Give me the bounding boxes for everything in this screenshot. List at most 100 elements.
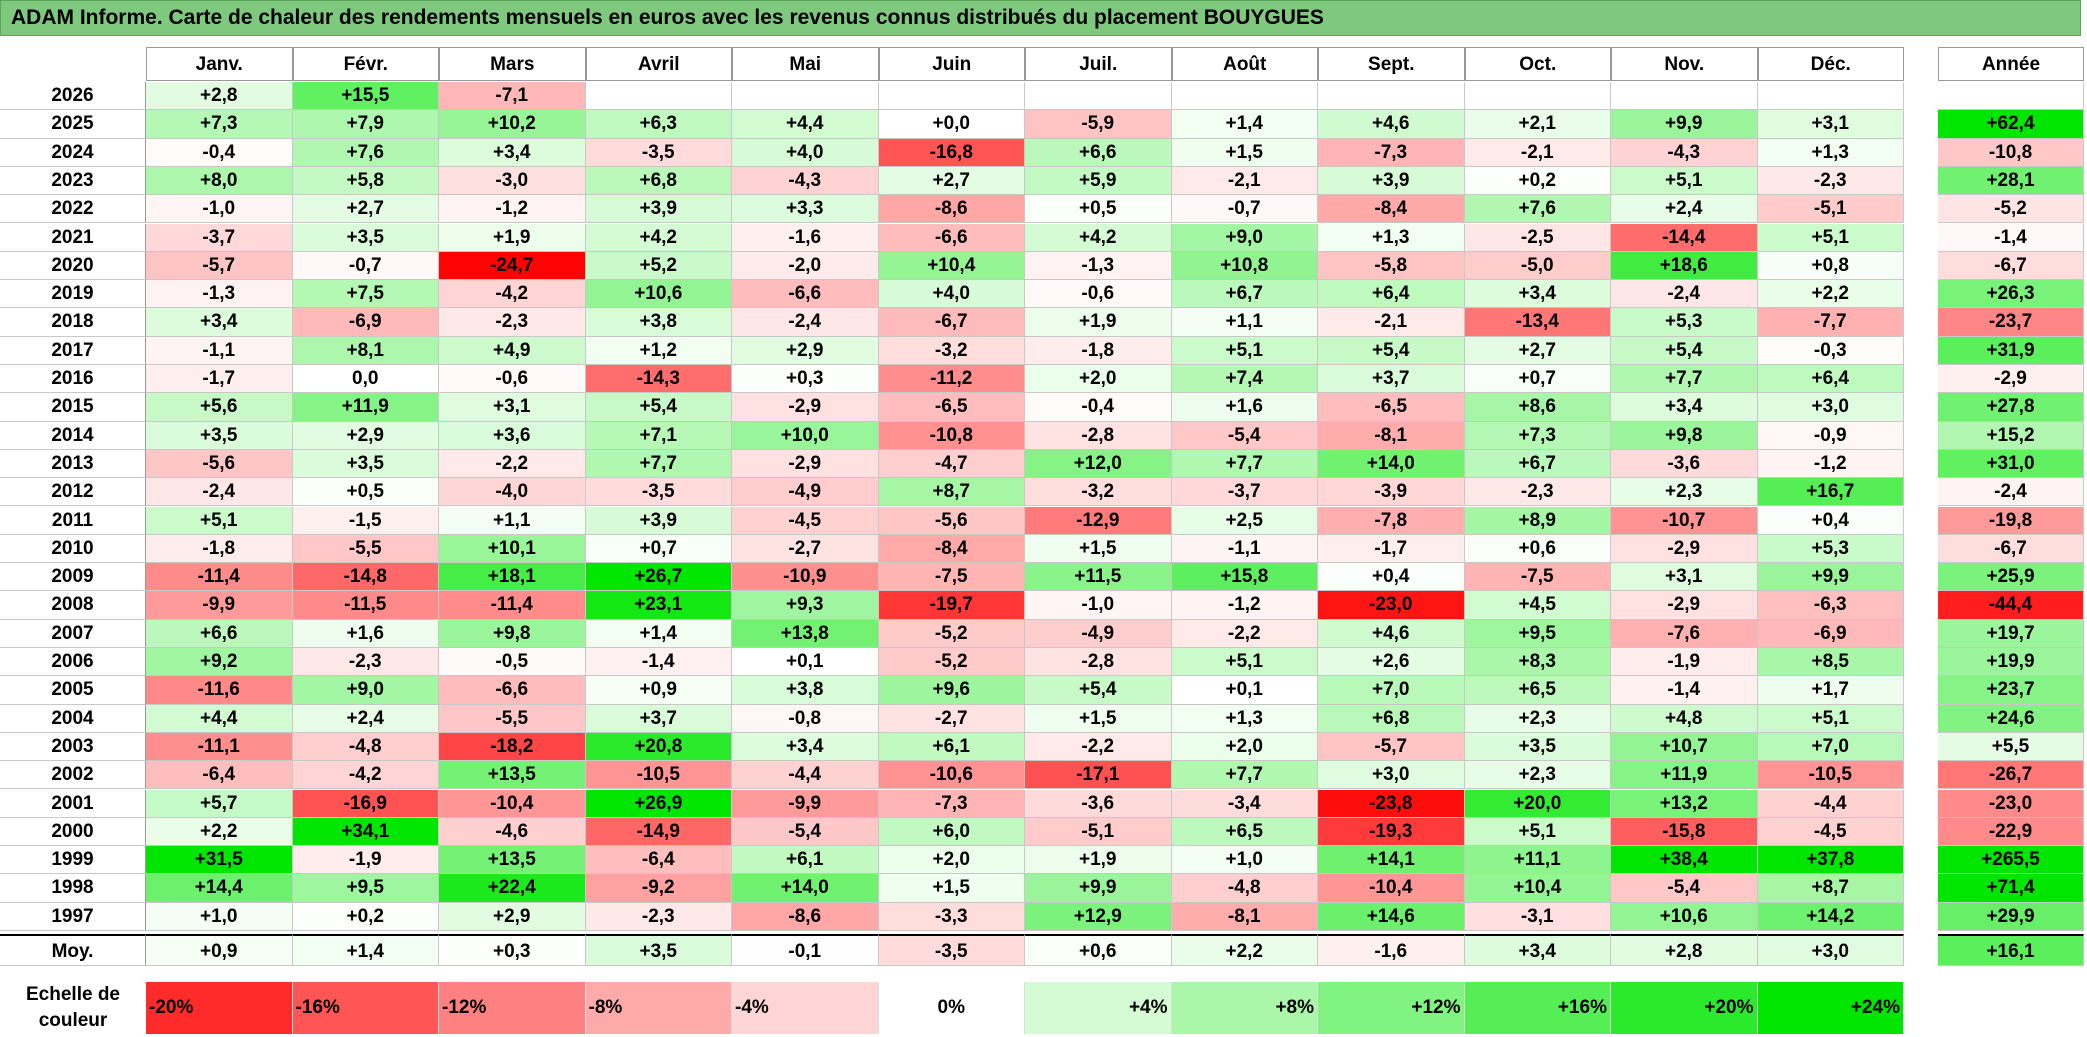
heatmap-cell: +1,5 xyxy=(1171,138,1318,167)
heatmap-cell: +5,3 xyxy=(1757,534,1904,564)
annual-cell: -23,7 xyxy=(1938,308,2084,337)
heatmap-cell: +0,4 xyxy=(1318,563,1465,592)
heatmap-cell: -2,5 xyxy=(1464,223,1611,252)
scale-swatch: -20% xyxy=(146,982,293,1034)
heatmap-cell: +1,9 xyxy=(1025,846,1172,875)
heatmap-cell: +1,3 xyxy=(1318,223,1465,252)
heatmap-cell: -7,7 xyxy=(1757,308,1904,337)
heatmap-cell: +8,5 xyxy=(1757,648,1904,677)
heatmap-cell: -6,5 xyxy=(1318,393,1465,422)
annual-cell: +25,9 xyxy=(1938,563,2084,592)
heatmap-cell: -19,7 xyxy=(878,591,1025,620)
heatmap-cell: -24,7 xyxy=(439,251,586,281)
annual-cell: +31,9 xyxy=(1938,336,2084,365)
heatmap-cell: +13,5 xyxy=(439,846,586,875)
heatmap-cell: -2,3 xyxy=(292,648,439,677)
heatmap-cell: +5,4 xyxy=(1611,336,1758,365)
heatmap-cell: +1,7 xyxy=(1757,676,1904,705)
heatmap-cell xyxy=(1464,82,1611,111)
heatmap-cell: -5,7 xyxy=(146,251,293,281)
heatmap-cell: -0,6 xyxy=(439,365,586,394)
heatmap-cell: -5,4 xyxy=(1611,874,1758,903)
average-cell: +2,8 xyxy=(1611,934,1758,966)
heatmap-cell: -6,5 xyxy=(878,393,1025,422)
year-label: 2007 xyxy=(0,619,146,648)
heatmap-cell: -7,5 xyxy=(1464,563,1611,592)
heatmap-cell: +16,7 xyxy=(1757,478,1904,507)
heatmap-cell: +9,2 xyxy=(146,648,293,677)
heatmap-cell: -3,3 xyxy=(878,902,1025,931)
heatmap-cell: -6,6 xyxy=(878,223,1025,252)
year-label: 2022 xyxy=(0,195,146,224)
year-label: 2023 xyxy=(0,166,146,196)
annual-cell: +31,0 xyxy=(1938,449,2084,479)
heatmap-cell: -3,7 xyxy=(146,223,293,252)
heatmap-cell: +8,6 xyxy=(1464,393,1611,422)
heatmap-cell: +6,4 xyxy=(1318,280,1465,309)
heatmap-cell: -1,8 xyxy=(1025,336,1172,365)
heatmap-cell: +6,5 xyxy=(1171,817,1318,847)
heatmap-cell: +9,0 xyxy=(1171,223,1318,252)
heatmap-cell: +2,8 xyxy=(146,82,293,111)
heatmap-cell: +15,5 xyxy=(292,82,439,111)
heatmap-cell: +7,4 xyxy=(1171,365,1318,394)
heatmap-cell: +20,8 xyxy=(585,732,732,762)
heatmap-cell: +2,7 xyxy=(878,166,1025,196)
heatmap-cell: -4,2 xyxy=(292,761,439,790)
heatmap-cell: +3,1 xyxy=(1757,110,1904,139)
heatmap-cell: +7,7 xyxy=(1611,365,1758,394)
heatmap-cell: +7,7 xyxy=(585,449,732,479)
heatmap-cell: -3,6 xyxy=(1025,789,1172,818)
heatmap-cell: -2,4 xyxy=(732,308,879,337)
heatmap-cell: +1,5 xyxy=(1025,534,1172,564)
heatmap-cell: -8,1 xyxy=(1318,421,1465,450)
heatmap-cell: +31,5 xyxy=(146,846,293,875)
average-cell: +3,0 xyxy=(1757,934,1904,966)
annual-cell: +29,9 xyxy=(1938,902,2084,931)
heatmap-cell: -4,2 xyxy=(439,280,586,309)
heatmap-cell: +5,8 xyxy=(292,166,439,196)
heatmap-cell: -2,3 xyxy=(1464,478,1611,507)
heatmap-cell: +8,7 xyxy=(878,478,1025,507)
heatmap-cell: -18,2 xyxy=(439,732,586,762)
heatmap-cell: +18,1 xyxy=(439,563,586,592)
heatmap-cell: -14,4 xyxy=(1611,223,1758,252)
heatmap-cell: +6,6 xyxy=(1025,138,1172,167)
heatmap-cell: -4,8 xyxy=(1171,874,1318,903)
heatmap-cell: +12,9 xyxy=(1025,902,1172,931)
heatmap-cell: -10,7 xyxy=(1611,506,1758,535)
heatmap-cell: -11,4 xyxy=(146,563,293,592)
heatmap-cell: +3,6 xyxy=(439,421,586,450)
heatmap-cell: +4,9 xyxy=(439,336,586,365)
heatmap-cell: +5,4 xyxy=(1025,676,1172,705)
heatmap-cell: +1,0 xyxy=(1171,846,1318,875)
annual-column-header: Année xyxy=(1938,47,2084,81)
heatmap-cell: -5,9 xyxy=(1025,110,1172,139)
heatmap-cell: +6,8 xyxy=(585,166,732,196)
heatmap-cell xyxy=(732,82,879,111)
heatmap-cell: +14,0 xyxy=(1318,449,1465,479)
heatmap-cell: +6,0 xyxy=(878,817,1025,847)
column-header: Janv. xyxy=(146,47,293,81)
column-header: Févr. xyxy=(292,47,439,81)
heatmap-cell: -5,5 xyxy=(292,534,439,564)
annual-cell: +19,7 xyxy=(1938,619,2084,648)
heatmap-cell: +6,5 xyxy=(1464,676,1611,705)
heatmap-cell: +5,4 xyxy=(1318,336,1465,365)
heatmap-cell: -7,8 xyxy=(1318,506,1465,535)
heatmap-cell: -9,9 xyxy=(146,591,293,620)
heatmap-cell: +2,2 xyxy=(1757,280,1904,309)
heatmap-cell: +1,1 xyxy=(439,506,586,535)
heatmap-cell: -2,2 xyxy=(439,449,586,479)
heatmap-cell: +11,1 xyxy=(1464,846,1611,875)
heatmap-cell: -4,3 xyxy=(732,166,879,196)
heatmap-cell xyxy=(1171,82,1318,111)
heatmap-cell: -5,7 xyxy=(1318,732,1465,762)
average-cell: -3,5 xyxy=(878,934,1025,966)
heatmap-cell: -4,4 xyxy=(732,761,879,790)
heatmap-cell: -10,4 xyxy=(439,789,586,818)
heatmap-cell: -1,2 xyxy=(1171,591,1318,620)
heatmap-cell: -2,7 xyxy=(732,534,879,564)
heatmap-cell: +6,4 xyxy=(1757,365,1904,394)
heatmap-cell: -2,2 xyxy=(1025,732,1172,762)
